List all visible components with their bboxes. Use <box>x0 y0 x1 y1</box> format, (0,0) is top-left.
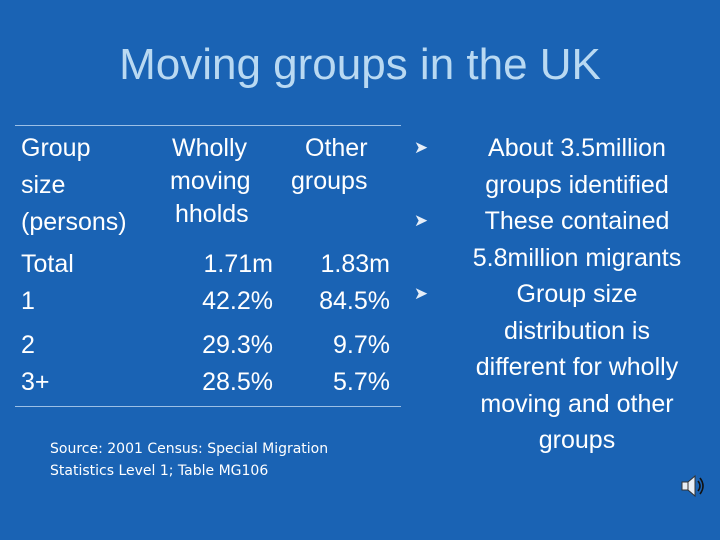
slide-title: Moving groups in the UK <box>119 40 601 89</box>
source-line: Statistics Level 1; Table MG106 <box>50 463 269 479</box>
bullet-line: moving and other <box>480 389 674 418</box>
bullet-line: Group size <box>516 280 638 308</box>
header-size: size <box>21 171 66 199</box>
bullet-line: These contained <box>484 207 670 235</box>
bullet-line: different for wholly <box>475 353 679 381</box>
header-group: Group <box>21 134 91 162</box>
header-groups: groups <box>291 167 368 195</box>
row-1-label: 1 <box>21 287 35 315</box>
row-2-label: 2 <box>21 331 35 359</box>
header-hholds: hholds <box>175 200 249 228</box>
source-line: Source: 2001 Census: Special Migration <box>50 441 329 457</box>
row-1-other: 84.5% <box>319 287 390 315</box>
source-note: Source: 2001 Census: Special Migration S… <box>50 438 390 482</box>
row-total-wholly: 1.71m <box>203 250 273 278</box>
bullet-line: groups identified <box>485 170 669 199</box>
header-persons: (persons) <box>21 208 127 236</box>
speaker-icon[interactable] <box>680 472 706 500</box>
bullet-line: 5.8million migrants <box>472 243 682 272</box>
row-3plus-other: 5.7% <box>333 368 390 396</box>
arrowhead-bullet-icon: ➤ <box>413 211 429 231</box>
row-3plus-label: 3+ <box>21 368 50 396</box>
bullet-item: ➤ Group size distribution is different f… <box>412 276 712 459</box>
row-2-wholly: 29.3% <box>202 331 273 359</box>
row-2-other: 9.7% <box>333 331 390 359</box>
bullet-line: groups <box>538 426 616 454</box>
bullet-line: About 3.5million <box>488 134 666 162</box>
bullet-list: ➤ About 3.5million groups identified ➤ T… <box>412 130 712 459</box>
bullet-item: ➤ About 3.5million groups identified <box>412 130 712 203</box>
bullet-item: ➤ These contained 5.8million migrants <box>412 203 712 276</box>
row-total-label: Total <box>21 250 74 278</box>
row-3plus-wholly: 28.5% <box>202 368 273 396</box>
row-total-other: 1.83m <box>320 250 390 278</box>
migration-table: Group size (persons) Wholly moving hhold… <box>15 125 401 407</box>
row-1-wholly: 42.2% <box>202 287 273 315</box>
header-wholly: Wholly <box>172 134 248 162</box>
header-moving: moving <box>170 167 251 195</box>
header-other: Other <box>305 134 368 162</box>
bullet-line: distribution is <box>504 316 650 345</box>
arrowhead-bullet-icon: ➤ <box>413 284 429 304</box>
arrowhead-bullet-icon: ➤ <box>413 138 429 158</box>
